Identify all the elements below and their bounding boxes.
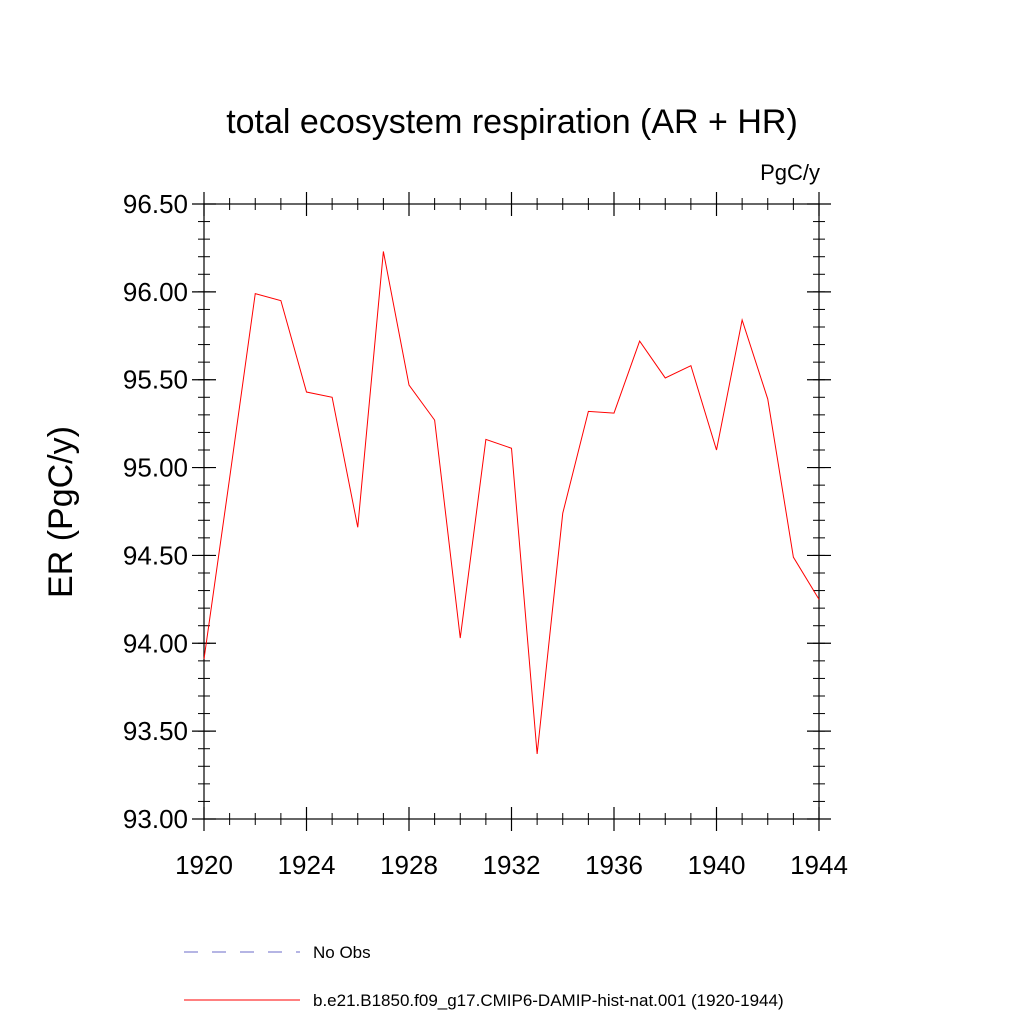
y-tick-label: 93.00 <box>123 804 188 834</box>
y-tick-label: 94.00 <box>123 628 188 658</box>
x-tick-label: 1944 <box>790 850 848 880</box>
x-tick-label: 1924 <box>278 850 336 880</box>
y-tick-label: 96.00 <box>123 277 188 307</box>
chart-title: total ecosystem respiration (AR + HR) <box>226 103 798 141</box>
x-tick-label: 1928 <box>380 850 438 880</box>
y-tick-label: 95.50 <box>123 365 188 395</box>
y-tick-label: 95.00 <box>123 453 188 483</box>
x-tick-label: 1932 <box>483 850 541 880</box>
legend: No Obs b.e21.B1850.f09_g17.CMIP6-DAMIP-hi… <box>184 943 784 1010</box>
x-tick-label: 1936 <box>585 850 643 880</box>
minor-ticks <box>198 198 825 825</box>
y-tick-label: 96.50 <box>123 189 188 219</box>
y-tick-label: 93.50 <box>123 716 188 746</box>
series-layer <box>203 251 820 755</box>
tick-labels: 93.00 93.50 94.00 94.50 95.00 95.50 96.00 96.50… <box>123 189 848 880</box>
x-tick-label: 1920 <box>175 850 233 880</box>
major-ticks <box>192 192 831 831</box>
legend-label-0: No Obs <box>313 943 371 962</box>
y-tick-label: 94.50 <box>123 540 188 570</box>
plot-frame <box>203 203 820 820</box>
y-axis-label: ER (PgC/y) <box>42 426 80 598</box>
units-label: PgC/y <box>760 160 820 185</box>
series-line-1 <box>203 251 820 755</box>
x-tick-label: 1940 <box>688 850 746 880</box>
legend-label-1: b.e21.B1850.f09_g17.CMIP6-DAMIP-hist-nat… <box>313 991 784 1010</box>
